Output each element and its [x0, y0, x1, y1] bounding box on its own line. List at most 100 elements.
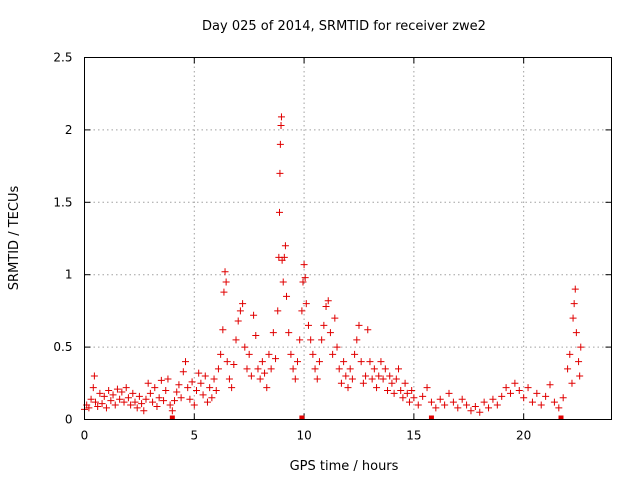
- data-point: [184, 384, 192, 392]
- data-point: [403, 389, 411, 397]
- data-point: [576, 372, 584, 380]
- data-point: [140, 407, 148, 415]
- data-point: [568, 379, 576, 387]
- data-point: [454, 404, 462, 412]
- data-point: [377, 358, 385, 366]
- data-point: [467, 407, 475, 415]
- data-point: [320, 321, 328, 329]
- data-point: [373, 384, 381, 392]
- data-point: [222, 278, 230, 286]
- data-point: [379, 375, 387, 383]
- x-tick-label: 0: [81, 429, 89, 443]
- data-point: [190, 401, 198, 409]
- data-point: [441, 401, 449, 409]
- data-point: [228, 384, 236, 392]
- data-point: [199, 391, 207, 399]
- data-point: [263, 384, 271, 392]
- data-point: [243, 365, 251, 373]
- data-points: [81, 113, 585, 416]
- data-point: [195, 369, 203, 377]
- data-point: [298, 307, 306, 315]
- data-point: [276, 169, 284, 177]
- data-point: [164, 375, 172, 383]
- data-point: [335, 365, 343, 373]
- data-point: [90, 372, 98, 380]
- data-point: [98, 400, 106, 408]
- data-point: [274, 307, 282, 315]
- data-point: [384, 387, 392, 395]
- baseline-marks: [169, 415, 564, 420]
- data-point: [111, 401, 119, 409]
- data-point: [256, 375, 264, 383]
- data-point: [427, 398, 435, 406]
- data-point: [197, 379, 205, 387]
- data-point: [432, 404, 440, 412]
- data-point: [175, 381, 183, 389]
- data-point: [489, 395, 497, 403]
- data-point: [357, 358, 365, 366]
- data-point: [390, 389, 398, 397]
- data-point: [353, 336, 361, 344]
- data-point: [107, 397, 115, 405]
- data-point: [480, 398, 488, 406]
- data-point: [105, 387, 113, 395]
- data-point: [279, 278, 287, 286]
- data-point: [520, 394, 528, 402]
- data-point: [304, 321, 312, 329]
- data-point: [272, 355, 280, 363]
- data-point: [458, 395, 466, 403]
- data-point: [408, 387, 416, 395]
- data-point: [355, 321, 363, 329]
- axis-ticks: [84, 57, 612, 420]
- plot-frame: [84, 57, 612, 420]
- data-point: [144, 379, 152, 387]
- data-point: [340, 358, 348, 366]
- data-point: [223, 358, 231, 366]
- data-point: [392, 375, 400, 383]
- data-point: [221, 268, 229, 276]
- data-point: [166, 401, 174, 409]
- x-tick-label: 5: [190, 429, 198, 443]
- data-point: [94, 402, 102, 410]
- data-point: [208, 394, 216, 402]
- data-point: [326, 329, 334, 337]
- data-point: [203, 398, 211, 406]
- data-point: [142, 395, 150, 403]
- data-point: [219, 326, 227, 334]
- data-point: [241, 343, 249, 351]
- data-point: [277, 113, 285, 121]
- data-point: [258, 358, 266, 366]
- data-point: [160, 397, 168, 405]
- data-point: [157, 376, 165, 384]
- data-point: [151, 384, 159, 392]
- data-point: [348, 375, 356, 383]
- data-point: [225, 375, 233, 383]
- data-point: [100, 392, 108, 400]
- data-point: [362, 372, 370, 380]
- data-point: [289, 365, 297, 373]
- data-point: [564, 365, 572, 373]
- data-point: [471, 402, 479, 410]
- data-point: [318, 336, 326, 344]
- data-point: [109, 391, 117, 399]
- data-point: [232, 336, 240, 344]
- data-point: [566, 350, 574, 358]
- data-point: [313, 375, 321, 383]
- data-point: [135, 392, 143, 400]
- data-point: [386, 372, 394, 380]
- data-point: [254, 365, 262, 373]
- data-point: [570, 300, 578, 308]
- data-point: [302, 300, 310, 308]
- y-tick-label: 1.5: [53, 195, 72, 209]
- data-point: [559, 394, 567, 402]
- data-point: [351, 350, 359, 358]
- data-point: [173, 388, 181, 396]
- data-point: [182, 358, 190, 366]
- data-point: [245, 350, 253, 358]
- data-point: [217, 350, 225, 358]
- data-point: [445, 389, 453, 397]
- y-tick-labels: 0 0.5 1 1.5 2 2.5: [53, 51, 72, 427]
- data-point: [122, 384, 130, 392]
- data-point: [436, 395, 444, 403]
